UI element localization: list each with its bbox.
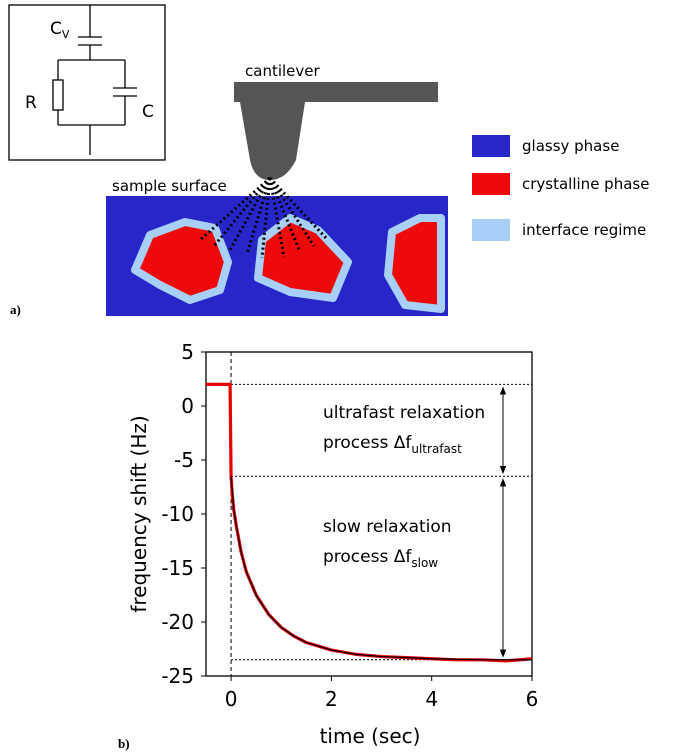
circuit: CV R C bbox=[8, 4, 166, 161]
annotation-sub: slow bbox=[411, 556, 438, 570]
tip-field bbox=[268, 177, 316, 247]
legend-label: crystalline phase bbox=[522, 175, 649, 193]
annotation: process Δfultrafast bbox=[323, 433, 462, 456]
x-tick-label: 2 bbox=[325, 687, 338, 711]
tip-field bbox=[260, 177, 272, 259]
plot-frame bbox=[205, 351, 533, 677]
y-tick-label: -10 bbox=[161, 502, 194, 526]
panel-label: a) bbox=[10, 302, 21, 317]
cantilever-label: cantilever bbox=[245, 62, 320, 80]
circuit-wires bbox=[57, 5, 137, 155]
resistor bbox=[52, 79, 64, 111]
r-label: R bbox=[25, 93, 37, 113]
cv-text: C bbox=[50, 19, 62, 39]
cantilever-tip bbox=[240, 102, 305, 180]
y-tick-label: -5 bbox=[174, 448, 194, 472]
x-tick-label: 4 bbox=[425, 687, 438, 711]
circuit-frame bbox=[8, 4, 166, 161]
y-tick-label: -25 bbox=[161, 664, 194, 688]
legend-label: interface regime bbox=[522, 221, 646, 239]
tip-field bbox=[245, 177, 272, 255]
tip-field bbox=[268, 176, 328, 240]
annotation-text: process Δf bbox=[323, 547, 412, 567]
legend-swatch bbox=[472, 135, 510, 157]
y-tick-label: 5 bbox=[181, 340, 194, 364]
x-tick-label: 6 bbox=[526, 687, 539, 711]
y-tick-label: 0 bbox=[181, 394, 194, 418]
tip-field bbox=[199, 176, 271, 242]
x-axis-label: time (sec) bbox=[320, 724, 421, 748]
tip-field bbox=[228, 177, 272, 251]
c-label: C bbox=[142, 102, 154, 122]
data-line bbox=[230, 476, 532, 661]
crystal bbox=[131, 218, 232, 304]
cantilever-beam bbox=[234, 82, 438, 102]
tip-field bbox=[268, 177, 286, 258]
annotation: ultrafast relaxation bbox=[323, 403, 485, 423]
annotation: process Δfslow bbox=[323, 547, 438, 570]
y-tick-label: -15 bbox=[161, 556, 194, 580]
legend-swatch bbox=[472, 219, 510, 241]
annotation-text: process Δf bbox=[323, 433, 412, 453]
legend-swatch bbox=[472, 173, 510, 195]
y-tick-label: -20 bbox=[161, 610, 194, 634]
panel-label: b) bbox=[118, 736, 130, 751]
sample bbox=[106, 176, 448, 316]
cv-sub: V bbox=[62, 28, 70, 41]
y-axis-label: frequency shift (Hz) bbox=[127, 415, 151, 612]
crystal bbox=[384, 214, 445, 313]
cv-label: CV bbox=[50, 19, 70, 41]
annotation-sub: ultrafast bbox=[411, 442, 462, 456]
annotation: slow relaxation bbox=[323, 517, 452, 537]
x-tick-label: 0 bbox=[225, 687, 238, 711]
legend-label: glassy phase bbox=[522, 137, 619, 155]
surface-label: sample surface bbox=[112, 177, 227, 195]
tip-field bbox=[268, 177, 302, 253]
